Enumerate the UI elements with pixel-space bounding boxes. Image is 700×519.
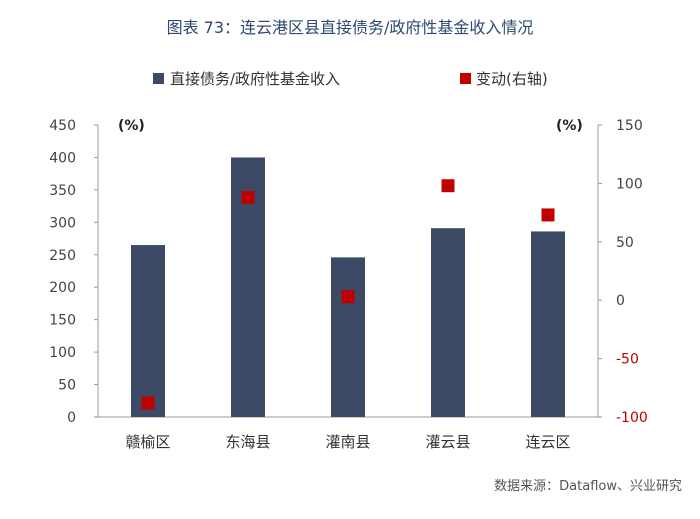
left-tick-label: 150	[49, 313, 76, 329]
right-tick-label: 50	[616, 235, 634, 251]
left-tick-label: 400	[49, 150, 76, 166]
right-axis-ticks: -100 -50 0 50 100 150	[598, 118, 648, 426]
legend-marker-swatch	[460, 73, 471, 84]
right-tick-label: -50	[616, 352, 639, 368]
right-tick-label: 150	[616, 118, 643, 134]
right-axis-unit: (%)	[556, 118, 583, 134]
left-axis-ticks: 0 50 100 150 200 250 300 350 400 450	[49, 118, 98, 426]
marker	[141, 396, 155, 410]
category-label: 灌南县	[325, 433, 370, 451]
right-tick-label: 100	[616, 176, 643, 192]
bar	[331, 257, 365, 417]
source-note: 数据来源：Dataflow、兴业研究	[494, 479, 682, 494]
bars	[131, 157, 565, 417]
chart-title: 图表 73：连云港区县直接债务/政府性基金收入情况	[166, 18, 534, 37]
left-axis-unit: (%)	[118, 118, 145, 134]
left-tick-label: 350	[49, 183, 76, 199]
bar	[531, 231, 565, 417]
marker	[441, 179, 455, 193]
left-tick-label: 300	[49, 215, 76, 231]
left-tick-label: 250	[49, 248, 76, 264]
marker	[341, 290, 355, 304]
category-label: 东海县	[225, 433, 270, 451]
markers	[141, 179, 555, 410]
category-label: 赣榆区	[125, 433, 170, 451]
left-tick-label: 0	[67, 410, 76, 426]
marker	[541, 208, 555, 222]
marker	[241, 190, 255, 204]
bar	[131, 245, 165, 417]
category-label: 连云区	[525, 433, 570, 451]
bar	[431, 228, 465, 417]
left-tick-label: 50	[58, 378, 76, 394]
legend-bar-swatch	[153, 73, 164, 84]
category-label: 灌云县	[425, 433, 470, 451]
legend-bar-label: 直接债务/政府性基金收入	[170, 70, 340, 88]
legend: 直接债务/政府性基金收入 变动(右轴)	[153, 70, 548, 88]
left-tick-label: 450	[49, 118, 76, 134]
left-tick-label: 100	[49, 345, 76, 361]
category-labels: 赣榆区 东海县 灌南县 灌云县 连云区	[125, 433, 570, 451]
right-tick-label: 0	[616, 293, 625, 309]
left-tick-label: 200	[49, 280, 76, 296]
right-tick-label: -100	[616, 410, 648, 426]
legend-marker-label: 变动(右轴)	[476, 70, 548, 88]
